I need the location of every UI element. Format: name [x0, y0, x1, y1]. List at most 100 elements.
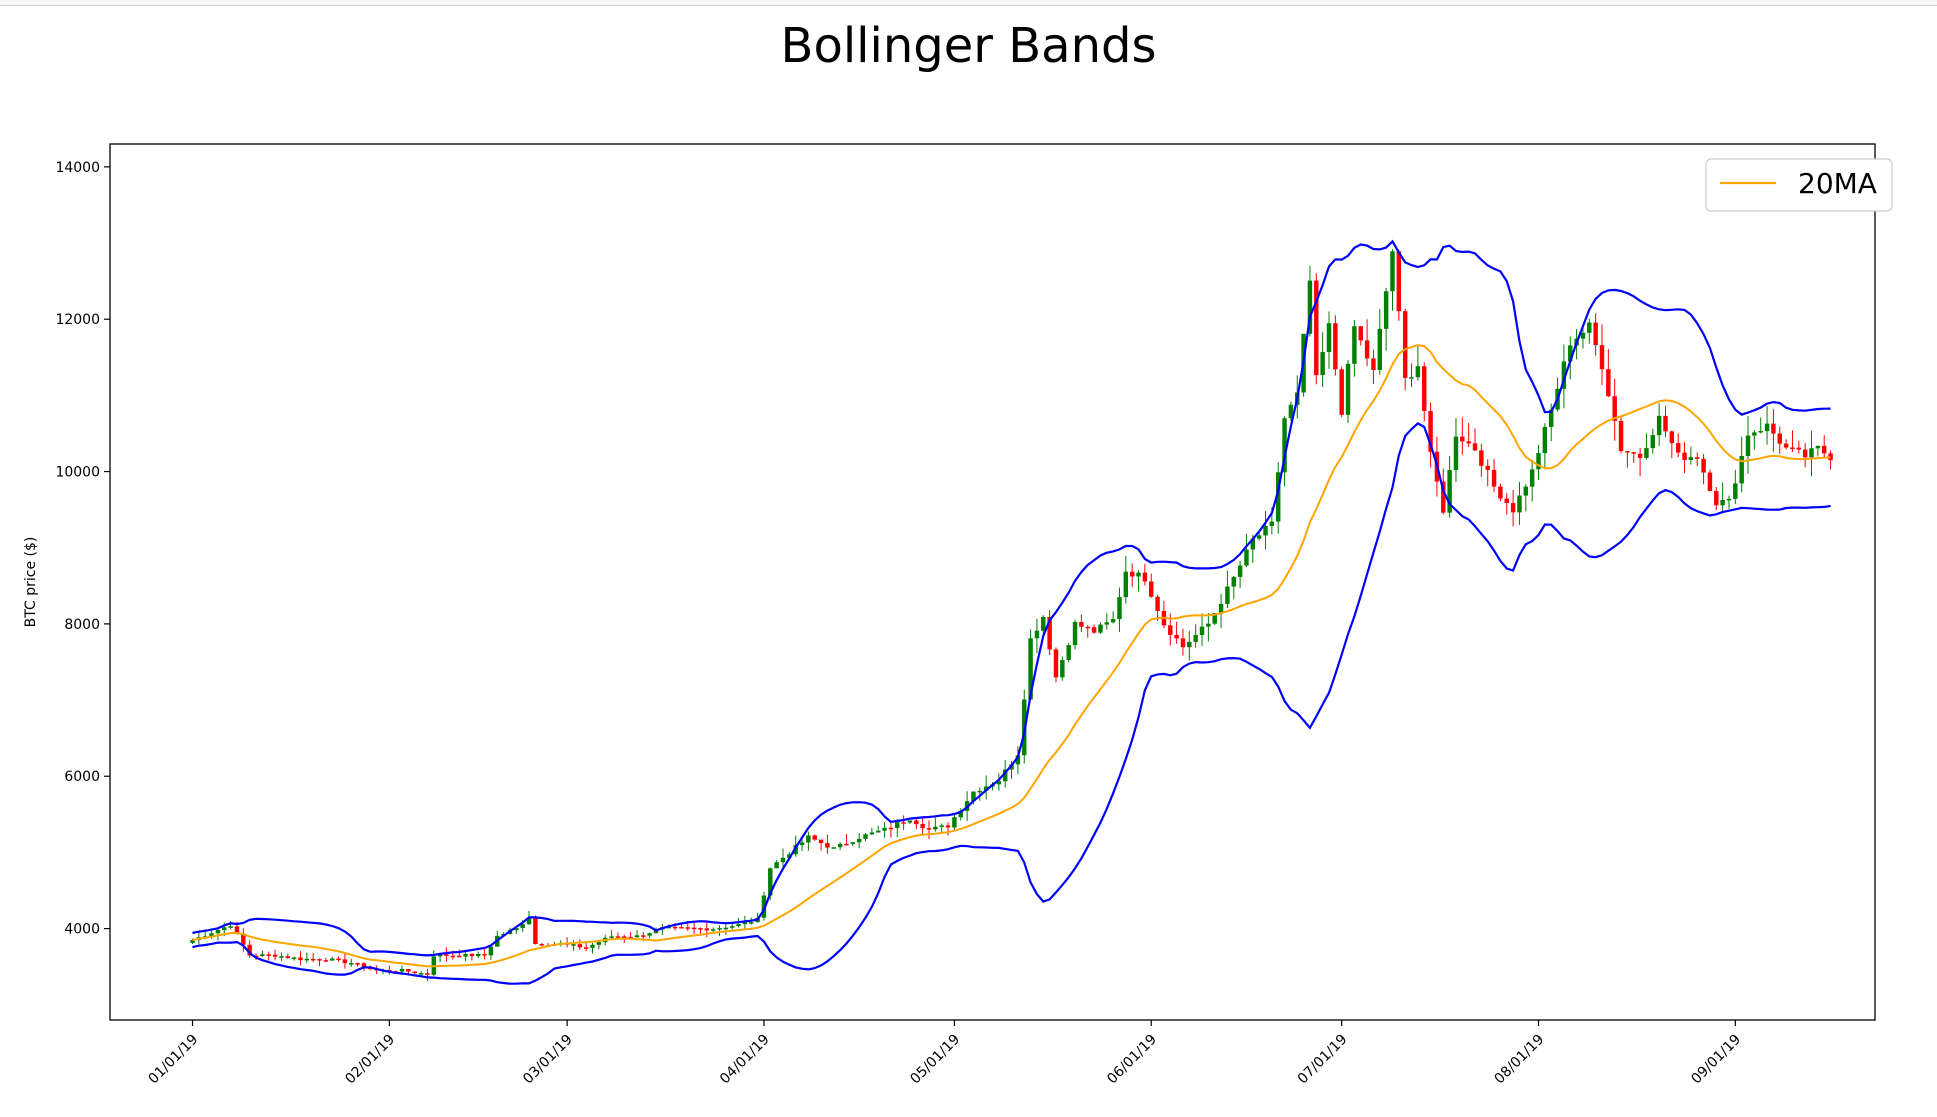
candle-up: [1187, 641, 1192, 648]
legend-20ma-label: 20MA: [1798, 167, 1877, 200]
candle-up: [1809, 448, 1814, 458]
candle-up: [977, 790, 983, 793]
candle-down: [1682, 452, 1687, 460]
candle-down: [482, 953, 487, 956]
candle-down: [1498, 486, 1503, 499]
candle-up: [1123, 571, 1129, 598]
candle-down: [266, 954, 271, 956]
y-tick-label: 8000: [64, 617, 100, 633]
candle-up: [774, 862, 779, 869]
candle-up: [1231, 576, 1236, 587]
x-tick-label: 08/01/19: [1492, 1032, 1548, 1088]
candle-up: [1072, 622, 1078, 646]
candle-up: [1110, 619, 1116, 623]
candle-down: [679, 927, 684, 929]
candle-up: [1028, 638, 1033, 700]
candle-down: [1358, 326, 1363, 341]
candle-down: [1606, 369, 1611, 397]
candle-up: [895, 822, 900, 829]
ma20-line: [192, 344, 1831, 968]
candle-up: [875, 830, 881, 833]
candle-down: [1771, 423, 1776, 434]
candle-down: [1485, 465, 1490, 470]
plot-area: [190, 239, 1833, 985]
candle-up: [1726, 498, 1732, 501]
candle-down: [1155, 596, 1160, 612]
chart-title: Bollinger Bands: [780, 18, 1157, 74]
candle-down: [241, 933, 246, 945]
candle-down: [1504, 498, 1509, 503]
candle-up: [850, 842, 856, 844]
candle-up: [939, 825, 944, 827]
candle-up: [1250, 538, 1256, 550]
candle-down: [1821, 445, 1827, 454]
candle-down: [914, 820, 919, 825]
candle-up: [399, 968, 405, 972]
candle-down: [285, 956, 290, 959]
candle-down: [469, 953, 475, 957]
candle-up: [761, 895, 767, 918]
candle-up: [1066, 645, 1071, 661]
candle-up: [647, 933, 652, 936]
candle-down: [812, 835, 817, 840]
candle-up: [1415, 366, 1421, 378]
candle-up: [1517, 495, 1522, 513]
candle-down: [1802, 449, 1808, 458]
legend-box: [1705, 158, 1893, 212]
candle-down: [1796, 447, 1802, 450]
candle-up: [1383, 291, 1389, 329]
candle-down: [1129, 571, 1135, 577]
x-tick-label: 03/01/19: [520, 1032, 576, 1088]
candle-down: [1168, 625, 1173, 635]
candle-up: [1764, 423, 1770, 431]
candle-down: [361, 963, 367, 968]
candle-up: [329, 958, 335, 961]
candle-down: [310, 958, 316, 961]
candle-up: [228, 926, 233, 928]
candle-up: [863, 834, 868, 839]
candle-down: [1396, 251, 1402, 312]
candle-up: [856, 838, 862, 843]
candle-down: [1675, 443, 1681, 453]
candle-down: [615, 936, 621, 938]
candle-up: [488, 946, 494, 956]
candle-up: [1034, 630, 1040, 639]
candle-up: [1688, 457, 1694, 460]
candle-up: [1580, 332, 1586, 339]
candle-up: [190, 940, 195, 943]
candle-down: [1714, 490, 1719, 506]
upper-band-line: [192, 239, 1831, 957]
candle-up: [476, 953, 481, 957]
candle-down: [444, 954, 449, 956]
candle-up: [1523, 486, 1529, 496]
candle-down: [691, 927, 697, 930]
candle-up: [1060, 660, 1065, 678]
candle-down: [844, 843, 849, 846]
candle-down: [1790, 447, 1795, 449]
candle-up: [736, 924, 741, 927]
candle-down: [926, 828, 932, 830]
candle-up: [1739, 455, 1744, 484]
candle-down: [1510, 502, 1516, 513]
candle-down: [1701, 458, 1706, 473]
candle-up: [209, 933, 214, 937]
candle-up: [1752, 432, 1757, 436]
candle-up: [1529, 469, 1535, 487]
candle-up: [418, 973, 424, 975]
candle-down: [622, 936, 627, 938]
candle-up: [768, 868, 773, 896]
candle-down: [901, 822, 906, 824]
x-tick-label: 02/01/19: [342, 1032, 398, 1088]
candle-up: [787, 854, 792, 858]
candle-down: [1441, 481, 1446, 513]
candle-up: [869, 832, 875, 835]
candle-down: [234, 926, 240, 934]
candle-up: [1409, 377, 1414, 379]
candle-down: [317, 959, 322, 961]
candle-up: [1275, 472, 1281, 522]
candle-up: [729, 926, 735, 928]
candle-up: [1345, 363, 1351, 415]
candle-down: [1079, 622, 1084, 627]
candle-down: [704, 928, 710, 931]
